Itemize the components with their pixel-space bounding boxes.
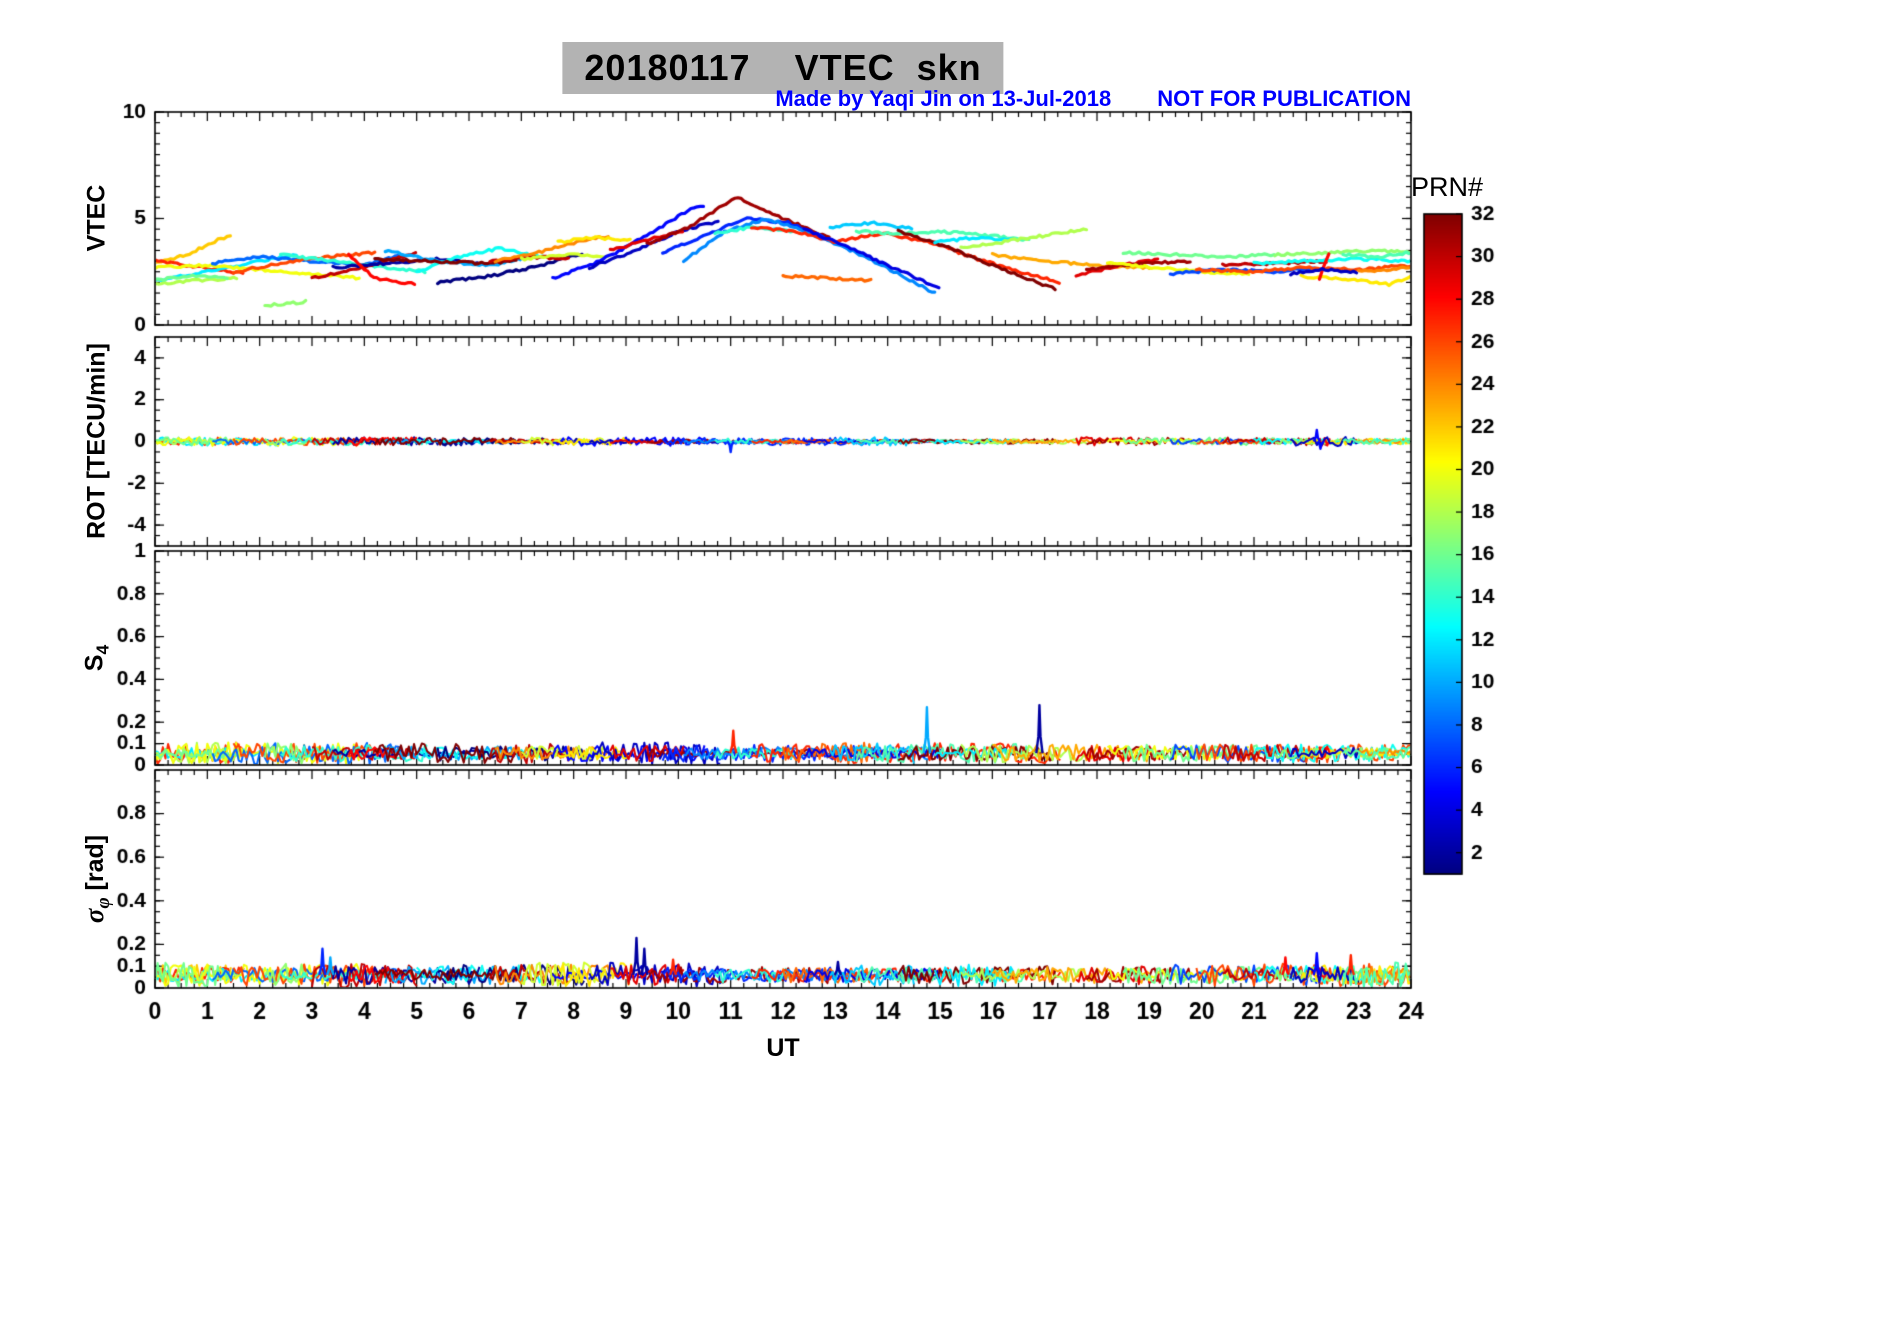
x-axis-label: UT <box>766 1034 800 1062</box>
watermark: Made by Yaqi Jin on 13-Jul-2018 NOT FOR P… <box>0 86 1411 112</box>
vtec-axis-label: VTEC <box>82 184 111 252</box>
s4-axis-label: S4 <box>80 644 113 672</box>
watermark-notice: NOT FOR PUBLICATION <box>1157 86 1411 111</box>
watermark-author: Made by Yaqi Jin on 13-Jul-2018 <box>775 86 1112 111</box>
chart-title: 20180117 VTEC skn <box>562 42 1004 94</box>
sigma-axis-label: σφ [rad] <box>79 834 114 924</box>
colorbar-label: PRN# <box>1410 172 1484 202</box>
rot-axis-label: ROT [TECU/min] <box>82 343 111 539</box>
